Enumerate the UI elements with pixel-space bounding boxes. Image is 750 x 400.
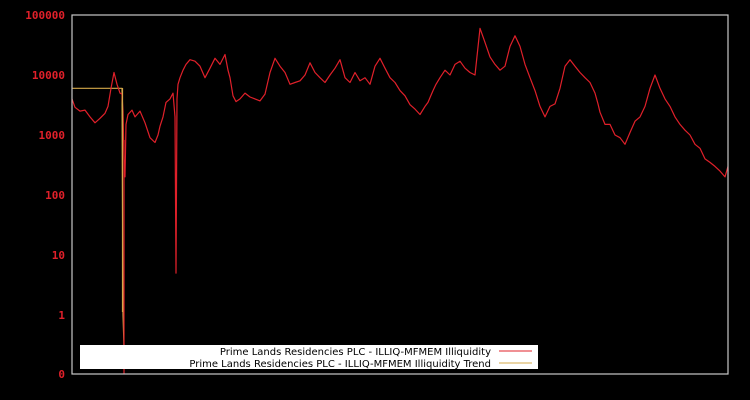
legend-label-trend: Prime Lands Residencies PLC - ILLIQ-MFME…	[189, 359, 491, 370]
y-tick-label: 100	[45, 189, 65, 202]
y-tick-label: 100000	[25, 9, 65, 22]
legend: Prime Lands Residencies PLC - ILLIQ-MFME…	[80, 345, 538, 370]
illiquidity-line	[71, 27, 729, 274]
legend-label-illiquidity: Prime Lands Residencies PLC - ILLIQ-MFME…	[220, 347, 491, 358]
legend-box	[80, 345, 538, 369]
plot-series	[71, 27, 729, 374]
plot-frame	[71, 14, 729, 375]
y-tick-label: 0	[58, 368, 65, 381]
y-tick-label: 1	[58, 309, 65, 322]
y-tick-label: 1000	[39, 129, 66, 142]
y-tick-label: 10	[52, 249, 65, 262]
y-tick-label: 10000	[32, 69, 65, 82]
